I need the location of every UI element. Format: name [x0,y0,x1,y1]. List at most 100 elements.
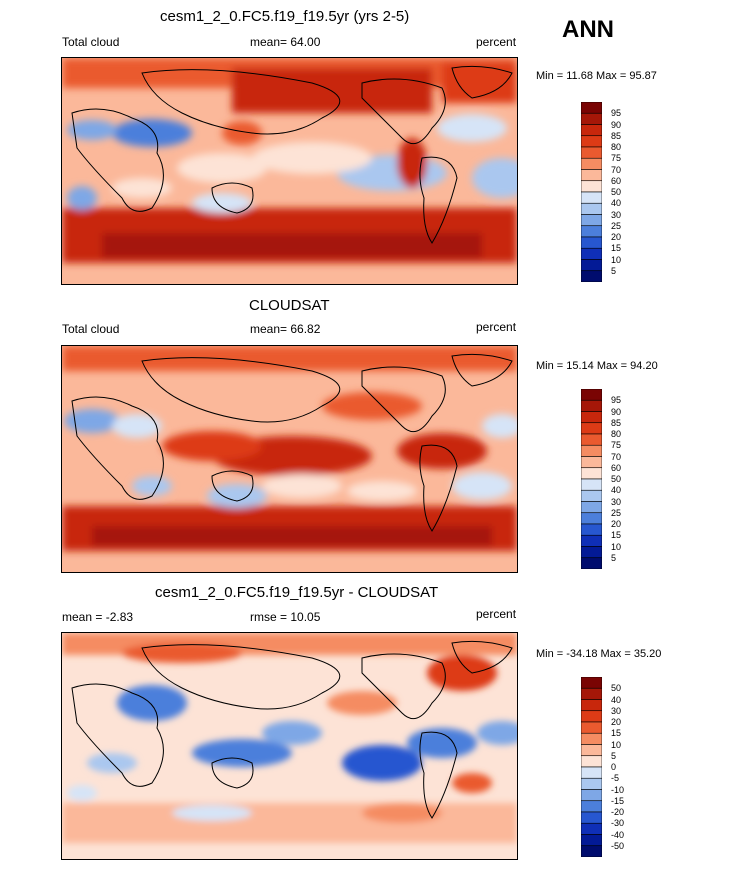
colorbar-tick-label: 10 [611,739,622,750]
colorbar-swatch [581,247,602,260]
panel2-heatmap [62,346,517,572]
colorbar-tick-label: 5 [611,265,617,276]
colorbar-tick-label: 40 [611,694,622,705]
colorbar-swatch [581,236,602,249]
colorbar-swatch [581,112,602,125]
colorbar-swatch [581,456,602,469]
colorbar-swatch [581,225,602,238]
panel1-map [61,57,518,285]
colorbar-swatch [581,489,602,502]
colorbar-swatch [581,444,602,457]
colorbar-swatch [581,534,602,547]
colorbar-swatch [581,411,602,424]
colorbar-swatch [581,157,602,170]
colorbar-swatch [581,766,602,779]
colorbar-tick-label: 40 [611,198,622,209]
panel1-variable-label: Total cloud [62,35,120,49]
colorbar-tick-label: 60 [611,175,622,186]
colorbar-tick-label: 75 [611,440,622,451]
colorbar-tick-label: -5 [611,773,620,784]
colorbar-swatch [581,102,602,114]
colorbar-tick-label: 50 [611,474,622,484]
colorbar-tick-label: 75 [611,153,622,164]
colorbar-tick-label: 50 [611,683,622,694]
colorbar-swatch [581,834,602,847]
colorbar-tick-label: 25 [611,220,622,231]
colorbar-tick-label: 15 [611,243,622,254]
colorbar-swatch [581,811,602,824]
colorbar-tick-label: 80 [611,142,622,152]
colorbar-swatch [581,169,602,182]
colorbar-tick-label: 30 [611,496,622,507]
colorbar-swatch [581,433,602,446]
panel2-title: CLOUDSAT [249,297,330,314]
colorbar-swatch [581,546,602,559]
colorbar-swatch [581,124,602,137]
colorbar-swatch [581,523,602,536]
colorbar-swatch [581,687,602,700]
colorbar-swatch [581,677,602,689]
colorbar-tick-label: 70 [611,451,622,462]
colorbar-tick-label: 20 [611,717,622,727]
colorbar-tick-label: 60 [611,462,622,473]
colorbar-swatch [581,389,602,401]
colorbar-tick-label: 95 [611,395,622,406]
colorbar-tick-label: -40 [611,829,625,840]
colorbar-swatch [581,755,602,768]
panel2-colorbar-swatches [581,389,602,569]
colorbar-swatch [581,270,602,282]
colorbar-tick-label: -30 [611,818,625,829]
panel3-colorbar-swatches [581,677,602,857]
colorbar-tick-label: 30 [611,705,622,716]
colorbar-swatch [581,789,602,802]
colorbar-tick-label: 50 [611,187,622,197]
colorbar-tick-label: 40 [611,485,622,496]
colorbar-swatch [581,557,602,569]
season-label: ANN [562,16,614,43]
colorbar-tick-label: 15 [611,728,622,739]
colorbar-tick-label: 25 [611,507,622,518]
colorbar-tick-label: 10 [611,541,622,552]
panel1-heatmap [62,58,517,284]
colorbar-swatch [581,721,602,734]
colorbar-tick-label: 5 [611,552,617,563]
panel3-minmax-label: Min = -34.18 Max = 35.20 [536,648,662,660]
panel2-colorbar [581,389,602,569]
colorbar-tick-label: 20 [611,519,622,529]
colorbar-tick-label: 0 [611,762,617,772]
panel1-colorbar [581,102,602,282]
panel2-minmax-label: Min = 15.14 Max = 94.20 [536,360,658,372]
colorbar-swatch [581,191,602,204]
colorbar-tick-label: -15 [611,795,625,806]
colorbar-swatch [581,259,602,272]
colorbar-tick-label: 85 [611,130,622,141]
panel1-mean-label: mean= 64.00 [250,35,321,49]
colorbar-tick-label: 20 [611,232,622,242]
colorbar-swatch [581,467,602,480]
panel3-rmse-label: rmse = 10.05 [250,610,321,624]
panel1-title: cesm1_2_0.FC5.f19_f19.5yr (yrs 2-5) [160,8,410,25]
colorbar-tick-label: 10 [611,254,622,265]
panel3-map [61,632,518,860]
colorbar-tick-label: 15 [611,530,622,541]
colorbar-swatch [581,777,602,790]
colorbar-swatch [581,422,602,435]
colorbar-tick-label: 90 [611,119,622,130]
panel3-heatmap [62,633,517,859]
colorbar-tick-label: -10 [611,784,625,795]
colorbar-tick-label: -50 [611,840,625,851]
panel3-units-label: percent [476,607,517,621]
colorbar-tick-label: 95 [611,108,622,119]
colorbar-swatch [581,214,602,227]
panel1-units-label: percent [476,35,517,49]
colorbar-swatch [581,501,602,514]
colorbar-swatch [581,744,602,757]
colorbar-swatch [581,699,602,712]
panel3-colorbar [581,677,602,857]
colorbar-swatch [581,135,602,148]
colorbar-swatch [581,146,602,159]
colorbar-swatch [581,399,602,412]
colorbar-swatch [581,710,602,723]
colorbar-swatch [581,845,602,857]
panel1-colorbar-swatches [581,102,602,282]
